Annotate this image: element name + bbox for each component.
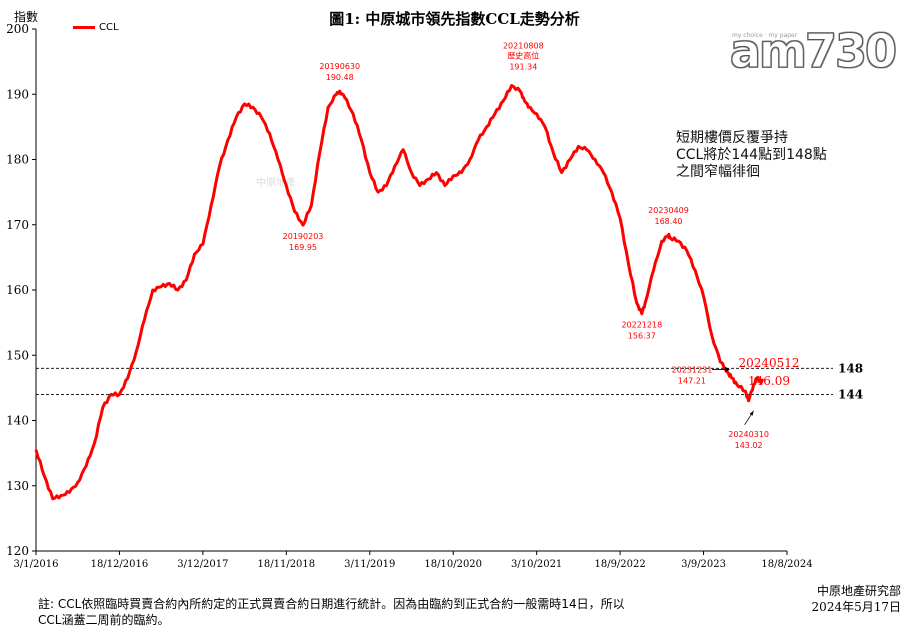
legend: CCL	[73, 22, 119, 33]
annotation-20221218-value: 156.37	[628, 332, 656, 341]
annotation-20240512-date: 20240512	[738, 356, 799, 370]
y-tick-label: 190	[6, 87, 29, 101]
annotation-20190630-date: 20190630	[319, 62, 360, 71]
x-tick-label: 18/11/2018	[258, 559, 316, 570]
callout-line-1: 短期樓價反覆爭持	[676, 130, 788, 146]
x-tick-label: 18/12/2016	[91, 559, 149, 570]
callout-line-3: 之間窄幅徘徊	[676, 164, 760, 180]
annotation-20190203-date: 20190203	[283, 232, 324, 241]
annotation-20231231-value: 147.21	[678, 376, 706, 385]
annotation-20210808-value: 191.34	[509, 63, 537, 72]
y-axis-label: 指數	[14, 10, 39, 24]
annotation-20190630-value: 190.48	[326, 73, 354, 82]
x-tick-label: 18/8/2024	[761, 559, 812, 570]
legend-swatch-ccl	[73, 26, 95, 29]
y-tick-label: 120	[6, 544, 29, 558]
x-tick-label: 3/10/2021	[511, 559, 562, 570]
reference-label-144: 144	[838, 387, 863, 401]
commentary-callout: 短期樓價反覆爭持 CCL將於144點到148點 之間窄幅徘徊	[676, 130, 827, 181]
footnote: 註: CCL依照臨時買賣合約內所約定的正式買賣合約日期進行統計。因為由臨約到正式…	[38, 597, 625, 627]
legend-label-ccl: CCL	[99, 22, 119, 33]
chart-title: 圖1: 中原城市領先指數CCL走勢分析	[329, 10, 580, 28]
annotation-20231231-date: 20231231	[672, 365, 713, 374]
source-block: 中原地產研究部 2024年5月17日	[812, 583, 901, 615]
annotation-arrow-head	[749, 410, 754, 416]
y-tick-label: 200	[6, 22, 29, 36]
source-org: 中原地產研究部	[816, 584, 901, 598]
annotation-20210808-note: 歷史高位	[507, 51, 539, 61]
watermark: 中原地產	[256, 178, 296, 189]
logo-mark: am730	[730, 24, 898, 79]
annotation-20190203-value: 169.95	[289, 243, 317, 252]
x-tick-label: 3/1/2016	[14, 559, 59, 570]
y-tick-label: 170	[6, 218, 29, 232]
reference-label-148: 148	[838, 361, 863, 375]
x-tick-label: 3/12/2017	[177, 559, 228, 570]
annotation-20230409-date: 20230409	[648, 206, 689, 215]
annotation-20230409-value: 168.40	[655, 217, 683, 226]
annotation-arrow-head	[724, 366, 730, 373]
y-tick-label: 140	[6, 414, 29, 428]
x-tick-label: 3/9/2023	[681, 559, 726, 570]
annotation-20210808-date: 20210808	[503, 42, 544, 51]
annotation-20240512-value: 146.09	[748, 374, 790, 388]
y-tick-label: 160	[6, 283, 29, 297]
series-line-ccl	[34, 84, 765, 501]
y-tick-label: 150	[6, 348, 29, 362]
annotation-20240310-value: 143.02	[735, 441, 763, 450]
y-tick-label: 130	[6, 479, 29, 493]
annotation-20221218-date: 20221218	[621, 321, 662, 330]
annotation-20240310-date: 20240310	[728, 430, 769, 439]
chart-plot: 120 130 140 150 160 170 180 190 200 3/1/2016 18/12…	[6, 22, 863, 570]
x-tick-label: 3/11/2019	[344, 559, 395, 570]
y-tick-label: 180	[6, 153, 29, 167]
am730-logo: am730 my choice · my paper	[728, 20, 898, 80]
x-tick-label: 18/10/2020	[424, 559, 482, 570]
source-date: 2024年5月17日	[811, 600, 901, 614]
callout-line-2: CCL將於144點到148點	[676, 147, 827, 163]
logo-tagline: my choice · my paper	[732, 32, 798, 39]
x-tick-label: 18/9/2022	[594, 559, 645, 570]
